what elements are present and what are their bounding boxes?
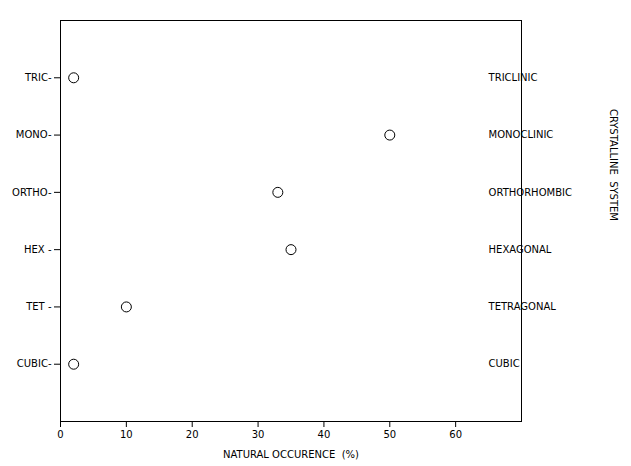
svg-text:ORTHO-: ORTHO- bbox=[12, 187, 52, 198]
svg-text:NATURAL OCCURENCE (%): NATURAL OCCURENCE (%) bbox=[223, 449, 359, 460]
svg-text:10: 10 bbox=[120, 429, 133, 440]
svg-text:20: 20 bbox=[186, 429, 199, 440]
svg-text:MONO-: MONO- bbox=[16, 129, 52, 140]
svg-text:HEX -: HEX - bbox=[24, 244, 52, 255]
svg-text:0: 0 bbox=[57, 429, 63, 440]
svg-text:30: 30 bbox=[252, 429, 265, 440]
svg-text:40: 40 bbox=[318, 429, 331, 440]
svg-text:TRICLINIC: TRICLINIC bbox=[488, 72, 538, 83]
svg-text:CUBIC-: CUBIC- bbox=[17, 358, 52, 369]
svg-text:TRIC-: TRIC- bbox=[24, 72, 52, 83]
svg-text:CRYSTALLINE SYSTEM: CRYSTALLINE SYSTEM bbox=[608, 109, 619, 221]
svg-text:ORTHORHOMBIC: ORTHORHOMBIC bbox=[489, 187, 572, 198]
svg-text:TET -: TET - bbox=[25, 301, 52, 312]
svg-text:HEXAGONAL: HEXAGONAL bbox=[489, 244, 552, 255]
svg-text:50: 50 bbox=[383, 429, 396, 440]
svg-text:60: 60 bbox=[449, 429, 462, 440]
svg-text:MONOCLINIC: MONOCLINIC bbox=[489, 129, 554, 140]
svg-text:TETRAGONAL: TETRAGONAL bbox=[488, 301, 557, 312]
svg-text:CUBIC: CUBIC bbox=[489, 358, 520, 369]
